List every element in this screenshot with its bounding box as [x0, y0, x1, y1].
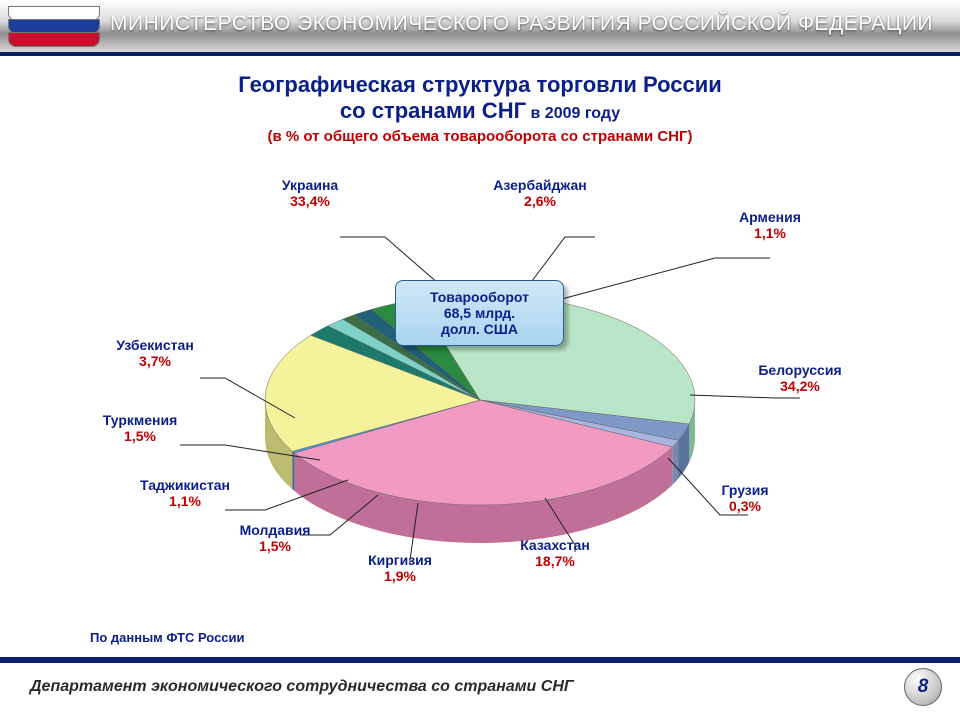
callout-l3: долл. США [402, 321, 557, 337]
pie-label: Украина33,4% [250, 177, 370, 209]
pie-label: Казахстан18,7% [495, 537, 615, 569]
pie-label: Туркмения1,5% [80, 412, 200, 444]
pie-label: Армения1,1% [710, 209, 830, 241]
pie-label: Таджикистан1,1% [125, 477, 245, 509]
pie-label: Белоруссия34,2% [740, 362, 860, 394]
pie-label: Киргизия1,9% [340, 552, 460, 584]
callout-l1: Товарооборот [402, 289, 557, 305]
page-number: 8 [904, 668, 942, 706]
pie-label: Азербайджан2,6% [480, 177, 600, 209]
pie-label: Молдавия1,5% [215, 522, 335, 554]
data-source: По данным ФТС России [90, 630, 245, 645]
center-callout: Товарооборот 68,5 млрд. долл. США [395, 280, 564, 346]
pie-label: Узбекистан3,7% [95, 337, 215, 369]
pie-label: Грузия0,3% [685, 482, 805, 514]
slide: МИНИСТЕРСТВО ЭКОНОМИЧЕСКОГО РАЗВИТИЯ РОС… [0, 0, 960, 720]
callout-l2: 68,5 млрд. [402, 305, 557, 321]
footer-rule [0, 657, 960, 663]
department: Департамент экономического сотрудничеств… [30, 678, 574, 696]
